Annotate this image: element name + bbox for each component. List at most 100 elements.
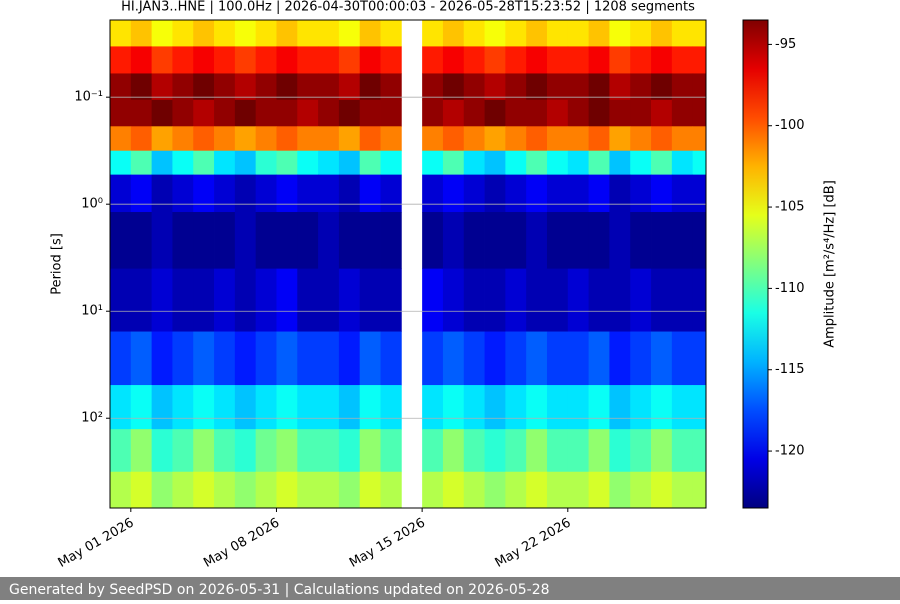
cell xyxy=(526,20,548,47)
cell xyxy=(671,268,694,332)
cell xyxy=(651,331,673,386)
cell xyxy=(463,174,485,213)
cell xyxy=(692,126,707,152)
cell xyxy=(422,331,444,386)
cell xyxy=(297,429,319,473)
cell xyxy=(255,212,277,270)
cell xyxy=(588,174,610,213)
cell xyxy=(422,268,444,332)
cell xyxy=(255,20,277,47)
cell xyxy=(567,20,590,47)
cell xyxy=(234,99,257,127)
cell xyxy=(318,20,340,47)
cell xyxy=(442,212,465,270)
cell xyxy=(505,429,527,473)
cell xyxy=(193,126,215,152)
cell xyxy=(172,174,194,213)
cell xyxy=(671,46,694,74)
cell xyxy=(276,385,298,430)
cell xyxy=(422,46,444,74)
cell xyxy=(234,150,257,176)
cell xyxy=(546,471,569,509)
cell xyxy=(442,429,465,473)
cell xyxy=(463,429,485,473)
cell xyxy=(546,385,569,430)
cell xyxy=(567,385,590,430)
cell xyxy=(609,268,631,332)
cell xyxy=(338,73,361,101)
cell xyxy=(172,429,194,473)
cell xyxy=(130,150,153,176)
cell xyxy=(151,471,173,509)
cell xyxy=(338,150,361,176)
cell xyxy=(214,126,236,152)
cell xyxy=(359,73,381,101)
cell xyxy=(463,150,485,176)
cell xyxy=(442,471,465,509)
cell xyxy=(588,471,610,509)
cell xyxy=(380,471,402,509)
cell xyxy=(214,385,236,430)
cell xyxy=(484,20,506,47)
cell xyxy=(671,73,694,101)
cell xyxy=(442,150,465,176)
cell xyxy=(338,126,361,152)
cell xyxy=(567,174,590,213)
cell xyxy=(214,174,236,213)
footer: Generated by SeedPSD on 2026-05-31 | Cal… xyxy=(9,582,550,598)
cell xyxy=(422,429,444,473)
cell xyxy=(442,331,465,386)
cell xyxy=(692,150,707,176)
cell xyxy=(609,126,631,152)
cell xyxy=(526,331,548,386)
cell xyxy=(130,268,153,332)
cell xyxy=(214,268,236,332)
cell xyxy=(463,73,485,101)
cell xyxy=(526,99,548,127)
cell xyxy=(630,385,652,430)
cell xyxy=(110,99,132,127)
cell xyxy=(297,20,319,47)
cell xyxy=(297,471,319,509)
cell xyxy=(276,268,298,332)
cell xyxy=(630,212,652,270)
cell xyxy=(609,429,631,473)
cell xyxy=(546,212,569,270)
cell xyxy=(359,471,381,509)
cell xyxy=(505,73,527,101)
cell xyxy=(276,150,298,176)
cell xyxy=(359,99,381,127)
cell xyxy=(234,385,257,430)
cell xyxy=(359,20,381,47)
cell xyxy=(297,99,319,127)
cell xyxy=(359,174,381,213)
cell xyxy=(110,174,132,213)
cell xyxy=(380,429,402,473)
cell xyxy=(255,385,277,430)
cell xyxy=(110,212,132,270)
cell xyxy=(193,331,215,386)
cell xyxy=(172,20,194,47)
cell xyxy=(110,126,132,152)
cell xyxy=(609,20,631,47)
cell xyxy=(172,471,194,509)
cell xyxy=(338,99,361,127)
cell xyxy=(234,212,257,270)
colorbar-tick-label: -110 xyxy=(775,281,805,296)
cell xyxy=(526,429,548,473)
cell xyxy=(318,126,340,152)
cell xyxy=(297,150,319,176)
cell xyxy=(255,429,277,473)
cell xyxy=(567,99,590,127)
cell xyxy=(276,20,298,47)
cell xyxy=(359,212,381,270)
cell xyxy=(692,99,707,127)
cell xyxy=(588,268,610,332)
cell xyxy=(546,126,569,152)
cell xyxy=(297,212,319,270)
x-tick-label: May 22 2026 xyxy=(493,516,574,571)
cell xyxy=(463,46,485,74)
cell xyxy=(526,268,548,332)
cell xyxy=(151,99,173,127)
